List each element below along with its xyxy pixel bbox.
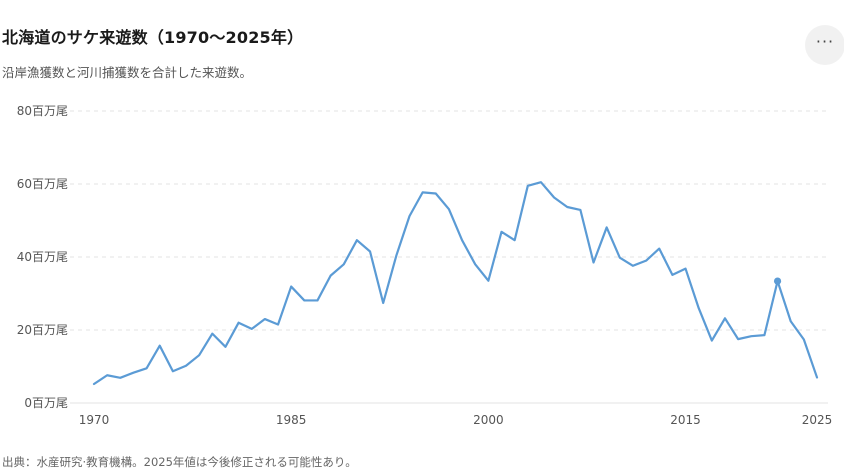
grid-lines xyxy=(70,110,828,404)
line-chart: 0百万尾 20百万尾 40百万尾 60百万尾 80百万尾 1970 1985 2000 201… xyxy=(17,104,833,427)
x-axis-tick-labels: 1970 1985 2000 2015 2025 xyxy=(79,413,833,427)
more-horizontal-icon: ··· xyxy=(815,32,835,51)
series-line xyxy=(92,181,819,386)
x-tick-label: 1985 xyxy=(276,413,307,427)
chart-title: 北海道のサケ来遊数（1970〜2025年） xyxy=(2,28,304,47)
y-axis-tick-labels: 0百万尾 20百万尾 40百万尾 60百万尾 80百万尾 xyxy=(17,104,68,410)
y-tick-label: 60百万尾 xyxy=(17,177,68,191)
x-tick-label: 1970 xyxy=(79,413,110,427)
x-tick-label: 2000 xyxy=(473,413,504,427)
more-options-button[interactable]: ··· xyxy=(805,25,844,65)
y-tick-label: 0百万尾 xyxy=(24,396,68,410)
x-tick-label: 2025 xyxy=(802,413,833,427)
y-tick-label: 20百万尾 xyxy=(17,323,68,337)
y-tick-label: 40百万尾 xyxy=(17,250,68,264)
chart-subtitle: 沿岸漁獲数と河川捕獲数を合計した来遊数。 xyxy=(2,65,253,80)
y-tick-label: 80百万尾 xyxy=(17,104,68,118)
highlight-point xyxy=(773,277,782,285)
series-layer xyxy=(92,181,819,386)
source-note: 出典：水産研究·教育機構。2025年値は今後修正される可能性あり。 xyxy=(2,455,357,469)
x-tick-label: 2015 xyxy=(670,413,701,427)
